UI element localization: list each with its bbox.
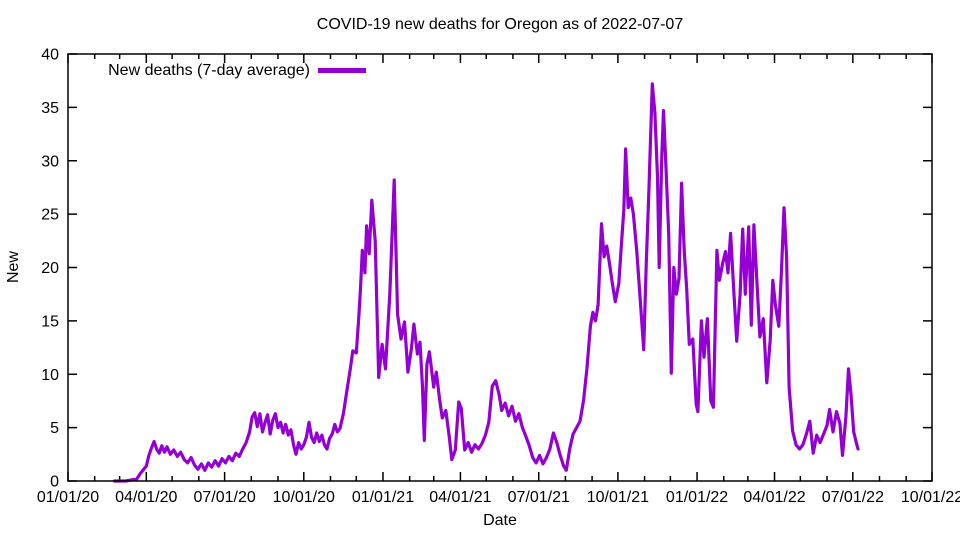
y-tick-label: 30	[41, 153, 59, 170]
x-tick-label: 10/01/21	[587, 489, 649, 506]
x-tick-label: 04/01/21	[429, 489, 491, 506]
x-axis-title: Date	[483, 512, 517, 529]
axis-ticks	[67, 53, 933, 482]
chart-title: COVID-19 new deaths for Oregon as of 202…	[316, 16, 684, 33]
legend-line-sample	[318, 68, 366, 73]
x-tick-label: 07/01/20	[193, 489, 255, 506]
x-tick-label: 04/01/22	[743, 489, 805, 506]
series-line	[112, 82, 860, 483]
x-tick-label: 07/01/21	[508, 489, 570, 506]
x-tick-label: 04/01/20	[115, 489, 177, 506]
x-tick-label: 07/01/22	[822, 489, 884, 506]
y-tick-label: 0	[50, 474, 59, 491]
axis-tick-labels: 01/01/20 04/01/20 07/01/20 10/01/20 01/01/21…	[37, 47, 960, 507]
y-tick-label: 15	[41, 313, 59, 330]
x-tick-label: 01/01/21	[352, 489, 414, 506]
legend-label: New deaths (7-day average)	[108, 62, 310, 79]
series-layer	[112, 82, 860, 483]
x-tick-label: 10/01/22	[901, 489, 960, 506]
y-tick-label: 35	[41, 100, 59, 117]
plot-border	[67, 53, 933, 482]
y-tick-label: 25	[41, 207, 59, 224]
x-tick-label: 10/01/20	[273, 489, 335, 506]
y-tick-label: 20	[41, 260, 59, 277]
x-tick-label: 01/01/20	[37, 489, 99, 506]
y-tick-label: 10	[41, 367, 59, 384]
y-axis-title: New	[5, 251, 22, 284]
y-tick-label: 5	[50, 420, 59, 437]
y-tick-label: 40	[41, 47, 59, 64]
x-tick-label: 01/01/22	[666, 489, 728, 506]
